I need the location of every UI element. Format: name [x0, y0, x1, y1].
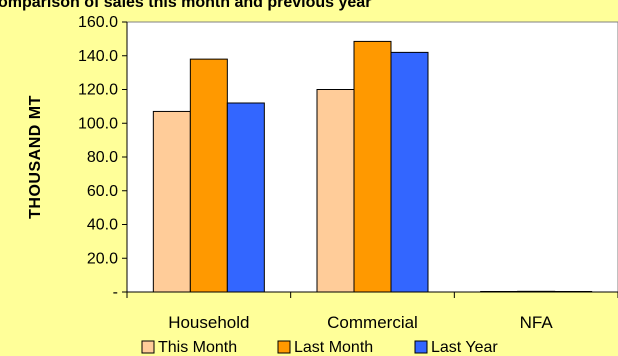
y-axis-ticks: - 20.0 40.0 60.0 80.0 100.0 120.0 140.0 160.0 [78, 14, 127, 301]
bar [226, 102, 265, 293]
bar [390, 51, 429, 293]
x-axis-ticks: Household Commercial NFA [126, 292, 618, 332]
legend-label: Last Month [294, 339, 373, 356]
y-tick-label: 160.0 [78, 14, 118, 31]
category-label: Commercial [327, 313, 418, 332]
legend: This Month Last Month Last Year [141, 339, 498, 356]
bar [152, 110, 191, 293]
y-tick-label: - [113, 284, 118, 301]
bar [189, 58, 228, 293]
legend-swatch [277, 340, 291, 354]
y-tick-label: 140.0 [78, 48, 118, 65]
y-axis-title: THOUSAND MT [27, 95, 44, 219]
y-tick-label: 40.0 [87, 217, 118, 234]
y-tick-label: 60.0 [87, 183, 118, 200]
bar-series-group [152, 40, 593, 293]
y-tick-label: 80.0 [87, 149, 118, 166]
legend-label: This Month [158, 339, 237, 356]
chart-title: omparison of sales this month and previo… [0, 0, 371, 11]
y-tick-label: 120.0 [78, 82, 118, 99]
bar [353, 40, 392, 293]
bar [316, 89, 355, 293]
legend-label: Last Year [431, 339, 498, 356]
y-tick-label: 100.0 [78, 115, 118, 132]
legend-swatch [141, 340, 155, 354]
legend-swatch [414, 340, 428, 354]
y-tick-label: 20.0 [87, 250, 118, 267]
category-label: Household [168, 313, 249, 332]
category-label: NFA [520, 313, 554, 332]
